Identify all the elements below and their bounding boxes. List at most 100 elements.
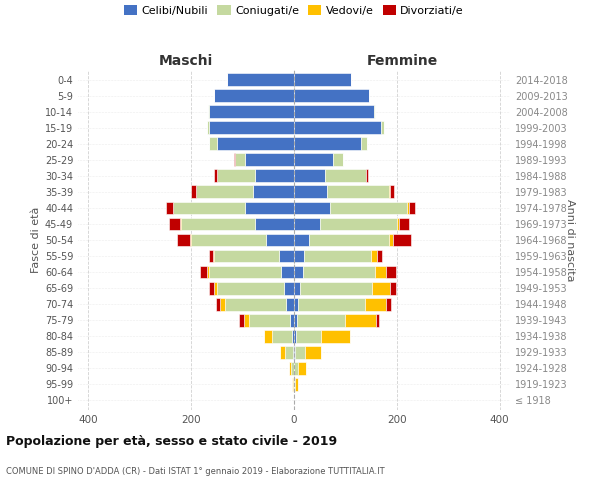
Bar: [227, 73, 294, 86]
Bar: [294, 314, 296, 326]
Bar: [325, 170, 366, 182]
Bar: [294, 298, 298, 310]
Bar: [386, 266, 396, 278]
Bar: [366, 170, 368, 182]
Bar: [382, 122, 384, 134]
Bar: [294, 73, 350, 86]
Bar: [294, 234, 310, 246]
Bar: [209, 266, 281, 278]
Bar: [294, 266, 303, 278]
Bar: [389, 186, 390, 198]
Bar: [365, 298, 386, 310]
Bar: [294, 202, 330, 214]
Bar: [294, 170, 325, 182]
Bar: [249, 314, 290, 326]
Bar: [292, 378, 293, 391]
Bar: [292, 362, 294, 374]
Bar: [177, 234, 190, 246]
Bar: [173, 202, 245, 214]
Bar: [264, 330, 272, 342]
Bar: [217, 298, 220, 310]
Bar: [224, 298, 286, 310]
Text: Maschi: Maschi: [159, 54, 213, 68]
Bar: [208, 106, 209, 118]
Text: Popolazione per età, sesso e stato civile - 2019: Popolazione per età, sesso e stato civil…: [6, 435, 337, 448]
Bar: [266, 234, 294, 246]
Bar: [196, 186, 253, 198]
Bar: [190, 234, 191, 246]
Bar: [244, 314, 249, 326]
Bar: [220, 298, 224, 310]
Bar: [294, 122, 382, 134]
Bar: [372, 282, 390, 294]
Bar: [295, 378, 298, 391]
Y-axis label: Fasce di età: Fasce di età: [31, 207, 41, 273]
Text: Femmine: Femmine: [367, 54, 437, 68]
Bar: [217, 170, 256, 182]
Bar: [375, 266, 386, 278]
Bar: [281, 266, 294, 278]
Bar: [256, 170, 294, 182]
Bar: [209, 106, 294, 118]
Bar: [293, 378, 294, 391]
Bar: [294, 218, 320, 230]
Bar: [209, 122, 294, 134]
Bar: [209, 282, 214, 294]
Bar: [390, 186, 394, 198]
Bar: [330, 202, 407, 214]
Bar: [289, 362, 292, 374]
Bar: [286, 298, 294, 310]
Bar: [235, 154, 245, 166]
Bar: [321, 330, 350, 342]
Bar: [209, 250, 213, 262]
Bar: [293, 346, 294, 358]
Bar: [206, 266, 209, 278]
Bar: [280, 346, 285, 358]
Bar: [245, 154, 294, 166]
Bar: [310, 234, 389, 246]
Bar: [214, 250, 278, 262]
Bar: [285, 346, 293, 358]
Bar: [214, 89, 294, 102]
Bar: [294, 362, 298, 374]
Bar: [217, 138, 294, 150]
Bar: [389, 234, 393, 246]
Bar: [294, 250, 304, 262]
Bar: [278, 250, 294, 262]
Bar: [169, 218, 180, 230]
Bar: [214, 170, 217, 182]
Text: COMUNE DI SPINO D'ADDA (CR) - Dati ISTAT 1° gennaio 2019 - Elaborazione TUTTITAL: COMUNE DI SPINO D'ADDA (CR) - Dati ISTAT…: [6, 468, 385, 476]
Bar: [294, 346, 295, 358]
Bar: [191, 186, 196, 198]
Bar: [181, 218, 256, 230]
Bar: [346, 314, 376, 326]
Bar: [303, 266, 375, 278]
Bar: [214, 282, 217, 294]
Bar: [294, 282, 300, 294]
Bar: [217, 282, 284, 294]
Bar: [328, 186, 389, 198]
Bar: [294, 138, 361, 150]
Bar: [332, 154, 343, 166]
Bar: [361, 138, 367, 150]
Bar: [397, 218, 400, 230]
Bar: [206, 122, 209, 134]
Bar: [390, 282, 397, 294]
Bar: [166, 202, 173, 214]
Bar: [200, 266, 206, 278]
Bar: [272, 330, 292, 342]
Legend: Celibi/Nubili, Coniugati/e, Vedovi/e, Divorziati/e: Celibi/Nubili, Coniugati/e, Vedovi/e, Di…: [119, 1, 469, 20]
Bar: [294, 378, 295, 391]
Bar: [298, 298, 365, 310]
Bar: [284, 282, 294, 294]
Bar: [300, 282, 372, 294]
Bar: [191, 234, 266, 246]
Bar: [294, 186, 328, 198]
Bar: [305, 346, 321, 358]
Bar: [320, 218, 397, 230]
Bar: [292, 330, 294, 342]
Bar: [376, 314, 379, 326]
Bar: [253, 186, 294, 198]
Bar: [294, 106, 374, 118]
Bar: [294, 89, 368, 102]
